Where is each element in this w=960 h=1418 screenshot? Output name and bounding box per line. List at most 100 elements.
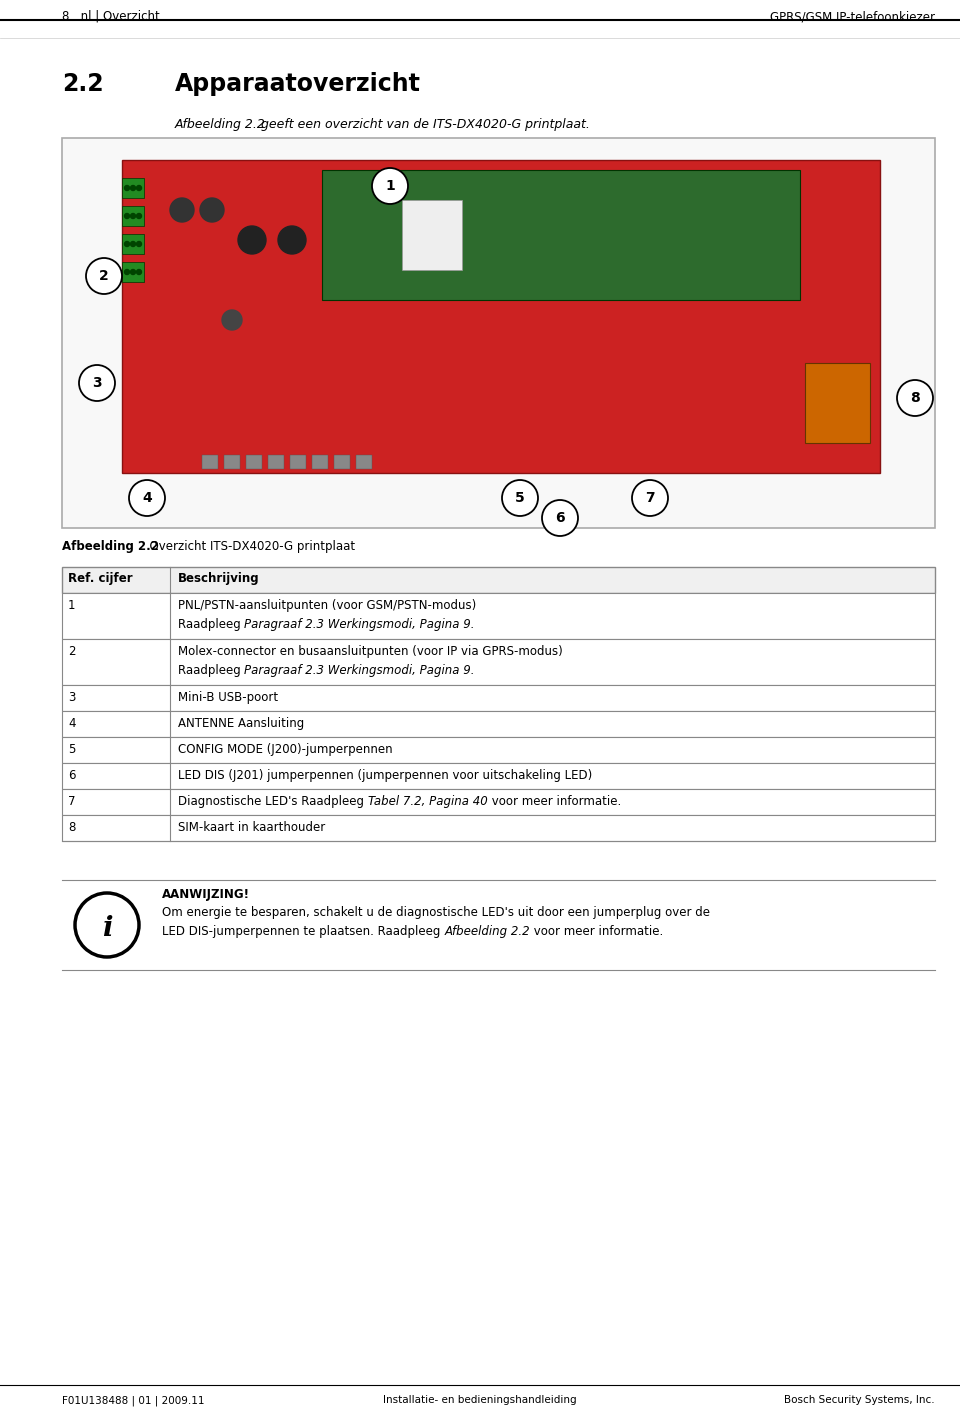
Circle shape — [75, 893, 139, 957]
Bar — [62, 685, 935, 710]
Circle shape — [131, 186, 135, 190]
Bar — [62, 640, 935, 685]
Text: 8: 8 — [68, 821, 76, 834]
Bar — [62, 815, 935, 841]
Text: 3: 3 — [68, 691, 76, 703]
Circle shape — [170, 199, 194, 223]
Text: AANWIJZING!: AANWIJZING! — [162, 888, 250, 900]
Text: SIM-kaart in kaarthouder: SIM-kaart in kaarthouder — [178, 821, 325, 834]
Text: Ref. cijfer: Ref. cijfer — [68, 571, 132, 586]
Bar — [62, 138, 935, 527]
Text: CONFIG MODE (J200)-jumperpennen: CONFIG MODE (J200)-jumperpennen — [178, 743, 393, 756]
Circle shape — [136, 269, 141, 275]
Circle shape — [125, 269, 130, 275]
Bar — [322, 170, 800, 301]
Text: 4: 4 — [68, 718, 76, 730]
Bar — [62, 593, 935, 640]
Bar — [246, 455, 262, 469]
Text: 8   nl | Overzicht: 8 nl | Overzicht — [62, 10, 159, 23]
Bar — [122, 206, 144, 225]
Bar — [312, 455, 328, 469]
Text: 7: 7 — [645, 491, 655, 505]
Text: 5: 5 — [516, 491, 525, 505]
Circle shape — [129, 481, 165, 516]
Circle shape — [632, 481, 668, 516]
Text: Installatie- en bedieningshandleiding: Installatie- en bedieningshandleiding — [383, 1395, 577, 1405]
Text: 8: 8 — [910, 391, 920, 406]
Text: Tabel 7.2, Pagina 40: Tabel 7.2, Pagina 40 — [368, 795, 488, 808]
Bar — [62, 737, 935, 763]
Circle shape — [136, 186, 141, 190]
Circle shape — [125, 241, 130, 247]
Bar — [202, 455, 218, 469]
Text: Apparaatoverzicht: Apparaatoverzicht — [175, 72, 420, 96]
Text: Afbeelding 2.2: Afbeelding 2.2 — [444, 925, 530, 937]
Circle shape — [86, 258, 122, 294]
Text: 5: 5 — [68, 743, 76, 756]
Text: 7: 7 — [68, 795, 76, 808]
Bar — [62, 788, 935, 815]
Bar — [268, 455, 284, 469]
Circle shape — [131, 241, 135, 247]
Text: 3: 3 — [92, 376, 102, 390]
Text: 1: 1 — [68, 598, 76, 613]
Text: Afbeelding 2.2: Afbeelding 2.2 — [175, 118, 266, 130]
Text: Diagnostische LED's Raadpleeg: Diagnostische LED's Raadpleeg — [178, 795, 368, 808]
Text: Om energie te besparen, schakelt u de diagnostische LED's uit door een jumperplu: Om energie te besparen, schakelt u de di… — [162, 906, 710, 919]
Circle shape — [542, 501, 578, 536]
Circle shape — [222, 311, 242, 330]
Bar — [402, 200, 462, 269]
Text: GPRS/GSM IP-telefoonkiezer: GPRS/GSM IP-telefoonkiezer — [770, 10, 935, 23]
Circle shape — [131, 269, 135, 275]
Circle shape — [131, 214, 135, 218]
Circle shape — [502, 481, 538, 516]
Text: Overzicht ITS-DX4020-G printplaat: Overzicht ITS-DX4020-G printplaat — [142, 540, 355, 553]
Text: 1: 1 — [385, 179, 395, 193]
Text: PNL/PSTN-aansluitpunten (voor GSM/PSTN-modus): PNL/PSTN-aansluitpunten (voor GSM/PSTN-m… — [178, 598, 476, 613]
Circle shape — [238, 225, 266, 254]
Circle shape — [200, 199, 224, 223]
Text: ANTENNE Aansluiting: ANTENNE Aansluiting — [178, 718, 304, 730]
Circle shape — [136, 214, 141, 218]
Text: LED DIS-jumperpennen te plaatsen. Raadpleeg: LED DIS-jumperpennen te plaatsen. Raadpl… — [162, 925, 444, 937]
Bar — [122, 234, 144, 254]
Circle shape — [136, 241, 141, 247]
Circle shape — [897, 380, 933, 415]
Circle shape — [372, 167, 408, 204]
Bar — [224, 455, 240, 469]
Text: Beschrijving: Beschrijving — [178, 571, 259, 586]
Bar — [62, 710, 935, 737]
Circle shape — [125, 186, 130, 190]
Bar — [62, 567, 935, 593]
Text: i: i — [102, 916, 112, 943]
Bar — [334, 455, 350, 469]
Text: 2.2: 2.2 — [62, 72, 104, 96]
Text: Raadpleeg: Raadpleeg — [178, 618, 245, 631]
Text: Paragraaf 2.3 Werkingsmodi, Pagina 9.: Paragraaf 2.3 Werkingsmodi, Pagina 9. — [245, 618, 475, 631]
Text: 2: 2 — [68, 645, 76, 658]
Text: Raadpleeg: Raadpleeg — [178, 664, 245, 676]
Text: 4: 4 — [142, 491, 152, 505]
Text: F01U138488 | 01 | 2009.11: F01U138488 | 01 | 2009.11 — [62, 1395, 204, 1405]
Text: Bosch Security Systems, Inc.: Bosch Security Systems, Inc. — [784, 1395, 935, 1405]
Bar — [356, 455, 372, 469]
Text: geeft een overzicht van de ITS-DX4020-G printplaat.: geeft een overzicht van de ITS-DX4020-G … — [257, 118, 589, 130]
Text: Mini-B USB-poort: Mini-B USB-poort — [178, 691, 278, 703]
Text: 2: 2 — [99, 269, 108, 284]
Circle shape — [125, 214, 130, 218]
Bar — [122, 262, 144, 282]
Bar — [290, 455, 306, 469]
Text: LED DIS (J201) jumperpennen (jumperpennen voor uitschakeling LED): LED DIS (J201) jumperpennen (jumperpenne… — [178, 769, 592, 781]
Bar — [122, 179, 144, 199]
Text: Paragraaf 2.3 Werkingsmodi, Pagina 9.: Paragraaf 2.3 Werkingsmodi, Pagina 9. — [245, 664, 475, 676]
Text: 6: 6 — [68, 769, 76, 781]
Text: voor meer informatie.: voor meer informatie. — [530, 925, 663, 937]
Text: Afbeelding 2.2: Afbeelding 2.2 — [62, 540, 158, 553]
Circle shape — [278, 225, 306, 254]
Text: voor meer informatie.: voor meer informatie. — [488, 795, 621, 808]
Bar — [62, 763, 935, 788]
Circle shape — [79, 364, 115, 401]
Bar — [122, 160, 880, 474]
Bar — [805, 363, 870, 442]
Text: Molex-connector en busaansluitpunten (voor IP via GPRS-modus): Molex-connector en busaansluitpunten (vo… — [178, 645, 563, 658]
